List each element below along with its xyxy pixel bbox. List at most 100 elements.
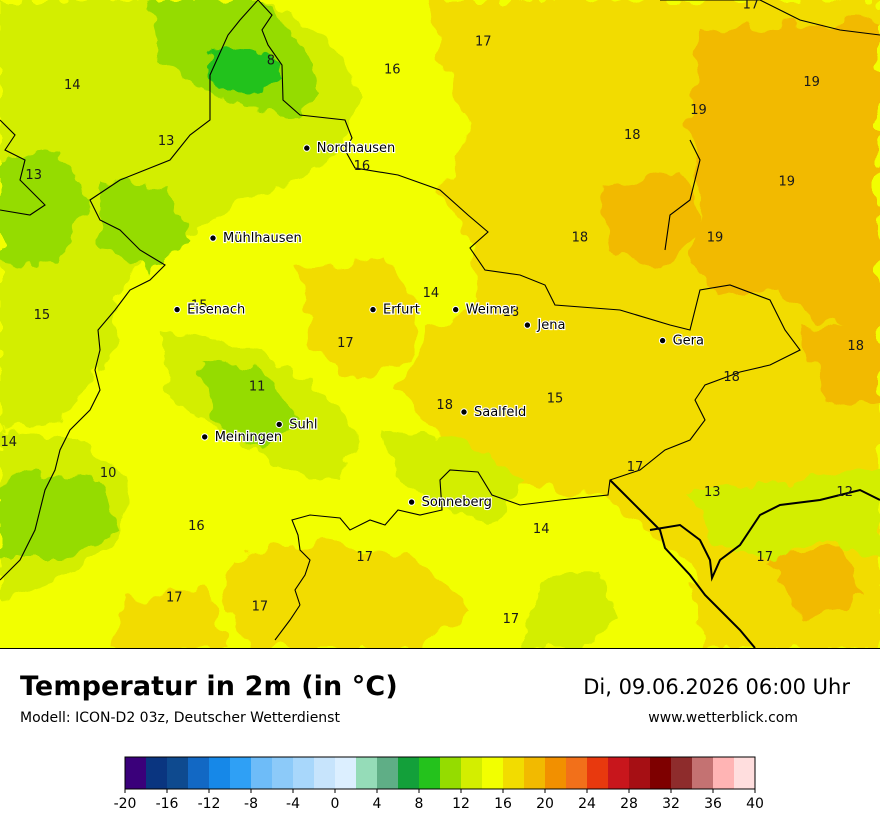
scale-swatch <box>734 757 756 789</box>
scale-swatch <box>587 757 609 789</box>
temp-value-label: 19 <box>707 230 724 245</box>
temp-value-label: 12 <box>836 485 853 500</box>
temp-value-label: 18 <box>847 339 864 354</box>
city-dot <box>452 305 460 314</box>
scale-tick-label: 8 <box>415 796 424 812</box>
scale-swatch <box>377 757 399 789</box>
city-marker: Gera <box>658 333 705 350</box>
temp-value-label: 13 <box>704 485 721 500</box>
scale-swatch <box>398 757 420 789</box>
city-marker: Erfurt <box>369 302 421 319</box>
city-dot <box>460 408 468 416</box>
temp-value-label: 17 <box>627 460 644 475</box>
city-marker: Eisenach <box>173 302 246 319</box>
city-dot <box>275 420 283 429</box>
scale-tick-label: 40 <box>746 796 764 812</box>
scale-swatch <box>125 757 147 789</box>
scale-swatch <box>713 757 735 789</box>
scale-swatch <box>440 757 462 789</box>
temp-value-label: 18 <box>624 128 641 143</box>
scale-swatch <box>146 757 168 789</box>
temp-value-label: 15 <box>547 392 564 407</box>
temp-value-label: 15 <box>34 308 51 323</box>
scale-swatch <box>503 757 525 789</box>
state-borders <box>0 0 880 648</box>
temp-value-label: 17 <box>356 550 373 565</box>
city-dot <box>407 498 416 506</box>
city-dot <box>201 433 209 441</box>
city-marker: Nordhausen <box>303 140 396 157</box>
map-canvas: 17 17 16 8 14 19 19 18 13 16 13 19 18 19 15 14 18 15 17 18 1… <box>0 0 880 648</box>
temperature-map: 17 17 16 8 14 19 19 18 13 16 13 19 18 19 15 14 18 15 17 18 1… <box>0 0 880 649</box>
temp-value-label: 16 <box>188 519 205 534</box>
scale-tick-label: 12 <box>452 796 470 812</box>
city-markers: Nordhausen Mühlhausen Eisenach Erfurt Weimar… <box>173 140 705 511</box>
temp-value-label: 18 <box>436 398 453 413</box>
scale-swatch <box>335 757 357 789</box>
city-dot <box>173 305 181 314</box>
scale-swatch <box>545 757 567 789</box>
city-dot <box>523 321 532 329</box>
scale-swatch <box>629 757 651 789</box>
scale-swatch <box>251 757 273 789</box>
scale-swatch <box>566 757 588 789</box>
scale-border <box>124 756 756 790</box>
temp-value-label: 15 <box>191 299 208 314</box>
city-dot <box>369 305 377 314</box>
temp-value-label: 17 <box>756 550 773 565</box>
temp-value-label: 17 <box>337 336 354 351</box>
temp-value-label: 18 <box>503 305 520 320</box>
scale-tick-label: 36 <box>704 796 722 812</box>
city-label: Suhl <box>289 417 317 432</box>
city-label: Jena <box>536 318 565 333</box>
temp-value-label: 14 <box>423 286 440 301</box>
scale-tick-label: 20 <box>536 796 554 812</box>
temp-value-label: 13 <box>158 134 175 149</box>
temp-field-cool <box>0 0 880 648</box>
scale-swatch <box>209 757 231 789</box>
model-info: Modell: ICON-D2 03z, Deutscher Wetterdie… <box>20 710 340 726</box>
temp-value-label: 11 <box>249 379 266 394</box>
map-title: Temperatur in 2m (in °C) <box>20 671 398 702</box>
scale-swatch <box>167 757 189 789</box>
scale-swatch <box>692 757 714 789</box>
scale-swatch <box>671 757 693 789</box>
scale-tick-label: -4 <box>286 796 300 812</box>
temp-value-label: 17 <box>503 612 520 627</box>
scale-swatch <box>524 757 546 789</box>
city-marker: Weimar <box>452 302 517 319</box>
temp-value-label: 17 <box>166 590 183 605</box>
city-label: Eisenach <box>187 303 245 318</box>
scale-swatch <box>356 757 378 789</box>
city-label: Gera <box>673 334 704 349</box>
color-scale-legend: -20 -16 -12 -8 -4 0 4 8 12 16 20 24 28 32 36 40 <box>114 756 764 812</box>
temp-value-label: 18 <box>572 230 589 245</box>
temperature-value-labels: 17 17 16 8 14 19 19 18 13 16 13 19 18 19 15 14 18 15 17 18 1… <box>1 0 864 627</box>
scale-swatch <box>188 757 210 789</box>
city-label: Meiningen <box>215 430 282 445</box>
scale-tick-label: 16 <box>494 796 512 812</box>
scale-swatch <box>419 757 441 789</box>
scale-swatch <box>461 757 483 789</box>
scale-tick-label: 24 <box>578 796 596 812</box>
website-link[interactable]: www.wetterblick.com <box>648 710 798 726</box>
temp-value-label: 19 <box>690 103 707 118</box>
temp-value-label: 19 <box>779 174 796 189</box>
temp-value-label: 10 <box>100 466 117 481</box>
map-footer: Temperatur in 2m (in °C) Modell: ICON-D2… <box>0 649 880 830</box>
scale-swatch <box>608 757 630 789</box>
scale-tick-label: -16 <box>156 796 179 812</box>
scale-swatch <box>293 757 315 789</box>
scale-tick-label: -8 <box>244 796 258 812</box>
city-label: Nordhausen <box>317 141 396 156</box>
city-label: Mühlhausen <box>223 231 302 246</box>
temp-value-label: 17 <box>743 0 760 12</box>
city-dot <box>658 336 667 345</box>
city-marker: Meiningen <box>201 429 283 446</box>
temp-value-label: 18 <box>723 370 740 385</box>
city-marker: Mühlhausen <box>209 230 303 247</box>
temp-value-label: 13 <box>25 168 42 183</box>
temp-value-label: 14 <box>1 435 18 450</box>
scale-tick-label: -12 <box>198 796 221 812</box>
scale-tick-label: -20 <box>114 796 137 812</box>
